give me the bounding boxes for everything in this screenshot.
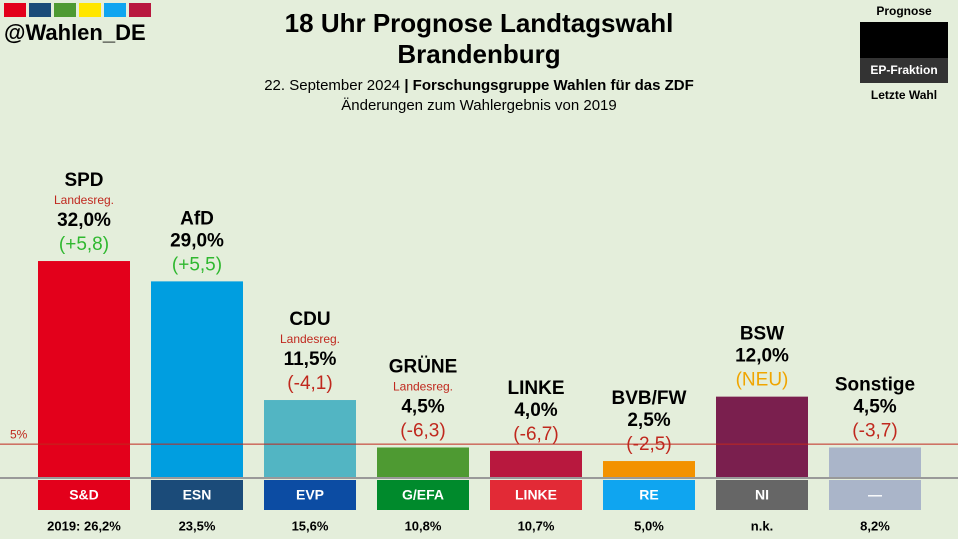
faction-box [829, 480, 921, 510]
bar [377, 447, 469, 478]
faction-label: S&D [69, 487, 99, 503]
legend-swatch [860, 58, 948, 83]
last-election-label: 15,6% [292, 518, 329, 533]
value-label: 12,0% [735, 346, 789, 367]
last-election-label: 23,5% [179, 518, 216, 533]
bar [716, 396, 808, 478]
last-election-label: 2019: 26,2% [47, 518, 121, 533]
value-label: 2,5% [627, 410, 670, 431]
bar [603, 461, 695, 478]
faction-box [377, 480, 469, 510]
change-label: (-6,3) [400, 421, 445, 442]
legend-label: Letzte Wahl [871, 88, 937, 102]
logo-strip [4, 3, 151, 17]
bar [151, 281, 243, 478]
faction-label: EVP [296, 487, 324, 503]
faction-label: ESN [183, 487, 212, 503]
subtitle-note: Änderungen zum Wahlergebnis von 2019 [341, 97, 616, 114]
bar [829, 447, 921, 478]
party-label: LINKE [508, 378, 565, 399]
change-label: (+5,8) [59, 234, 109, 255]
value-label: 4,5% [401, 397, 444, 418]
party-label: BVB/FW [612, 388, 687, 409]
bar [490, 450, 582, 478]
subtitle-source: | Forschungsgruppe Wahlen für das ZDF [404, 77, 693, 94]
last-election-label: 5,0% [634, 518, 664, 533]
subtitle-date: 22. September 2024 [264, 77, 400, 94]
faction-box [716, 480, 808, 510]
change-label: (-6,7) [513, 424, 558, 445]
faction-label: RE [639, 487, 658, 503]
faction-box [151, 480, 243, 510]
last-election-label: 8,2% [860, 518, 890, 533]
faction-box [490, 480, 582, 510]
bar [264, 400, 356, 478]
party-label: CDU [289, 309, 330, 330]
legend: Prognose EP-Fraktion Letzte Wahl [860, 4, 948, 102]
value-label: 4,0% [514, 400, 557, 421]
faction-box [603, 480, 695, 510]
change-label: (+5,5) [172, 254, 222, 275]
faction-box [264, 480, 356, 510]
value-label: 4,5% [853, 397, 896, 418]
note-label: Landesreg. [280, 332, 340, 346]
faction-label: NI [755, 487, 769, 503]
faction-label: LINKE [515, 487, 557, 503]
note-label: Landesreg. [54, 193, 114, 207]
threshold-label: 5% [10, 427, 28, 441]
faction-label: G/EFA [402, 487, 444, 503]
change-label: (-3,7) [852, 421, 897, 442]
party-label: AfD [180, 208, 214, 229]
change-label: (NEU) [736, 370, 789, 391]
subtitle: 22. September 2024 | Forschungsgruppe Wa… [264, 77, 694, 94]
last-election-label: n.k. [751, 518, 773, 533]
value-label: 29,0% [170, 230, 224, 251]
bar [38, 261, 130, 478]
party-label: BSW [740, 324, 784, 345]
value-label: 11,5% [284, 349, 337, 370]
faction-label: — [868, 487, 882, 503]
chart-title: 18 Uhr Prognose Landtagswahl [285, 8, 674, 38]
legend-label: EP-Fraktion [870, 63, 937, 77]
note-label: Landesreg. [393, 380, 453, 394]
chart-title: Brandenburg [397, 39, 560, 69]
party-label: SPD [64, 170, 103, 191]
legend-label: Prognose [876, 4, 932, 18]
legend-swatch [860, 22, 948, 58]
faction-box [38, 480, 130, 510]
handle: @Wahlen_DE [4, 20, 146, 45]
party-label: GRÜNE [389, 357, 458, 378]
last-election-label: 10,7% [518, 518, 555, 533]
last-election-label: 10,8% [405, 518, 442, 533]
party-label: Sonstige [835, 375, 915, 396]
change-label: (-4,1) [287, 373, 332, 394]
value-label: 32,0% [57, 210, 111, 231]
